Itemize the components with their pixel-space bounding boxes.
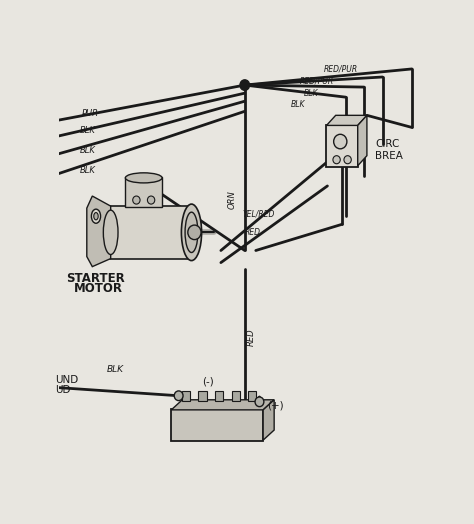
Text: YEL/RED: YEL/RED [243, 210, 275, 219]
Circle shape [334, 134, 347, 149]
Text: RED: RED [245, 228, 261, 237]
Text: BLK: BLK [107, 365, 124, 374]
Text: BLK: BLK [80, 126, 95, 135]
Ellipse shape [103, 210, 118, 255]
Circle shape [333, 156, 340, 163]
FancyBboxPatch shape [199, 390, 207, 401]
Polygon shape [358, 115, 367, 166]
FancyBboxPatch shape [171, 409, 264, 441]
Text: PUR: PUR [82, 109, 98, 118]
Text: CIRC: CIRC [375, 138, 400, 149]
FancyBboxPatch shape [125, 178, 163, 206]
Ellipse shape [185, 212, 198, 253]
Ellipse shape [125, 173, 162, 183]
Text: BLK: BLK [80, 146, 95, 155]
Text: ORN: ORN [228, 191, 237, 210]
Circle shape [344, 156, 351, 163]
Text: (-): (-) [202, 377, 214, 387]
Polygon shape [327, 115, 367, 125]
Text: RED/PUR: RED/PUR [324, 64, 358, 73]
FancyBboxPatch shape [182, 390, 190, 401]
Text: MOTOR: MOTOR [74, 281, 123, 294]
Text: UND: UND [55, 375, 79, 385]
FancyBboxPatch shape [248, 390, 256, 401]
Text: BLK: BLK [80, 166, 95, 175]
FancyBboxPatch shape [110, 206, 192, 259]
Circle shape [174, 391, 183, 400]
Polygon shape [87, 196, 110, 267]
Text: BREA: BREA [375, 151, 403, 161]
Ellipse shape [94, 213, 98, 220]
Polygon shape [263, 400, 274, 440]
Circle shape [240, 80, 249, 90]
Text: BLK: BLK [303, 89, 318, 97]
Circle shape [147, 196, 155, 204]
Text: BLK: BLK [291, 100, 305, 108]
Circle shape [255, 397, 264, 407]
Circle shape [133, 196, 140, 204]
FancyBboxPatch shape [326, 125, 358, 167]
Text: STARTER: STARTER [66, 272, 125, 285]
Polygon shape [171, 400, 274, 410]
Text: (+): (+) [267, 401, 283, 411]
Ellipse shape [182, 204, 201, 260]
FancyBboxPatch shape [215, 390, 223, 401]
Text: RED: RED [247, 329, 256, 346]
FancyBboxPatch shape [231, 390, 240, 401]
Circle shape [188, 225, 201, 239]
Text: RED/PUR: RED/PUR [300, 77, 334, 85]
Ellipse shape [91, 209, 100, 223]
Text: UD: UD [55, 385, 71, 395]
